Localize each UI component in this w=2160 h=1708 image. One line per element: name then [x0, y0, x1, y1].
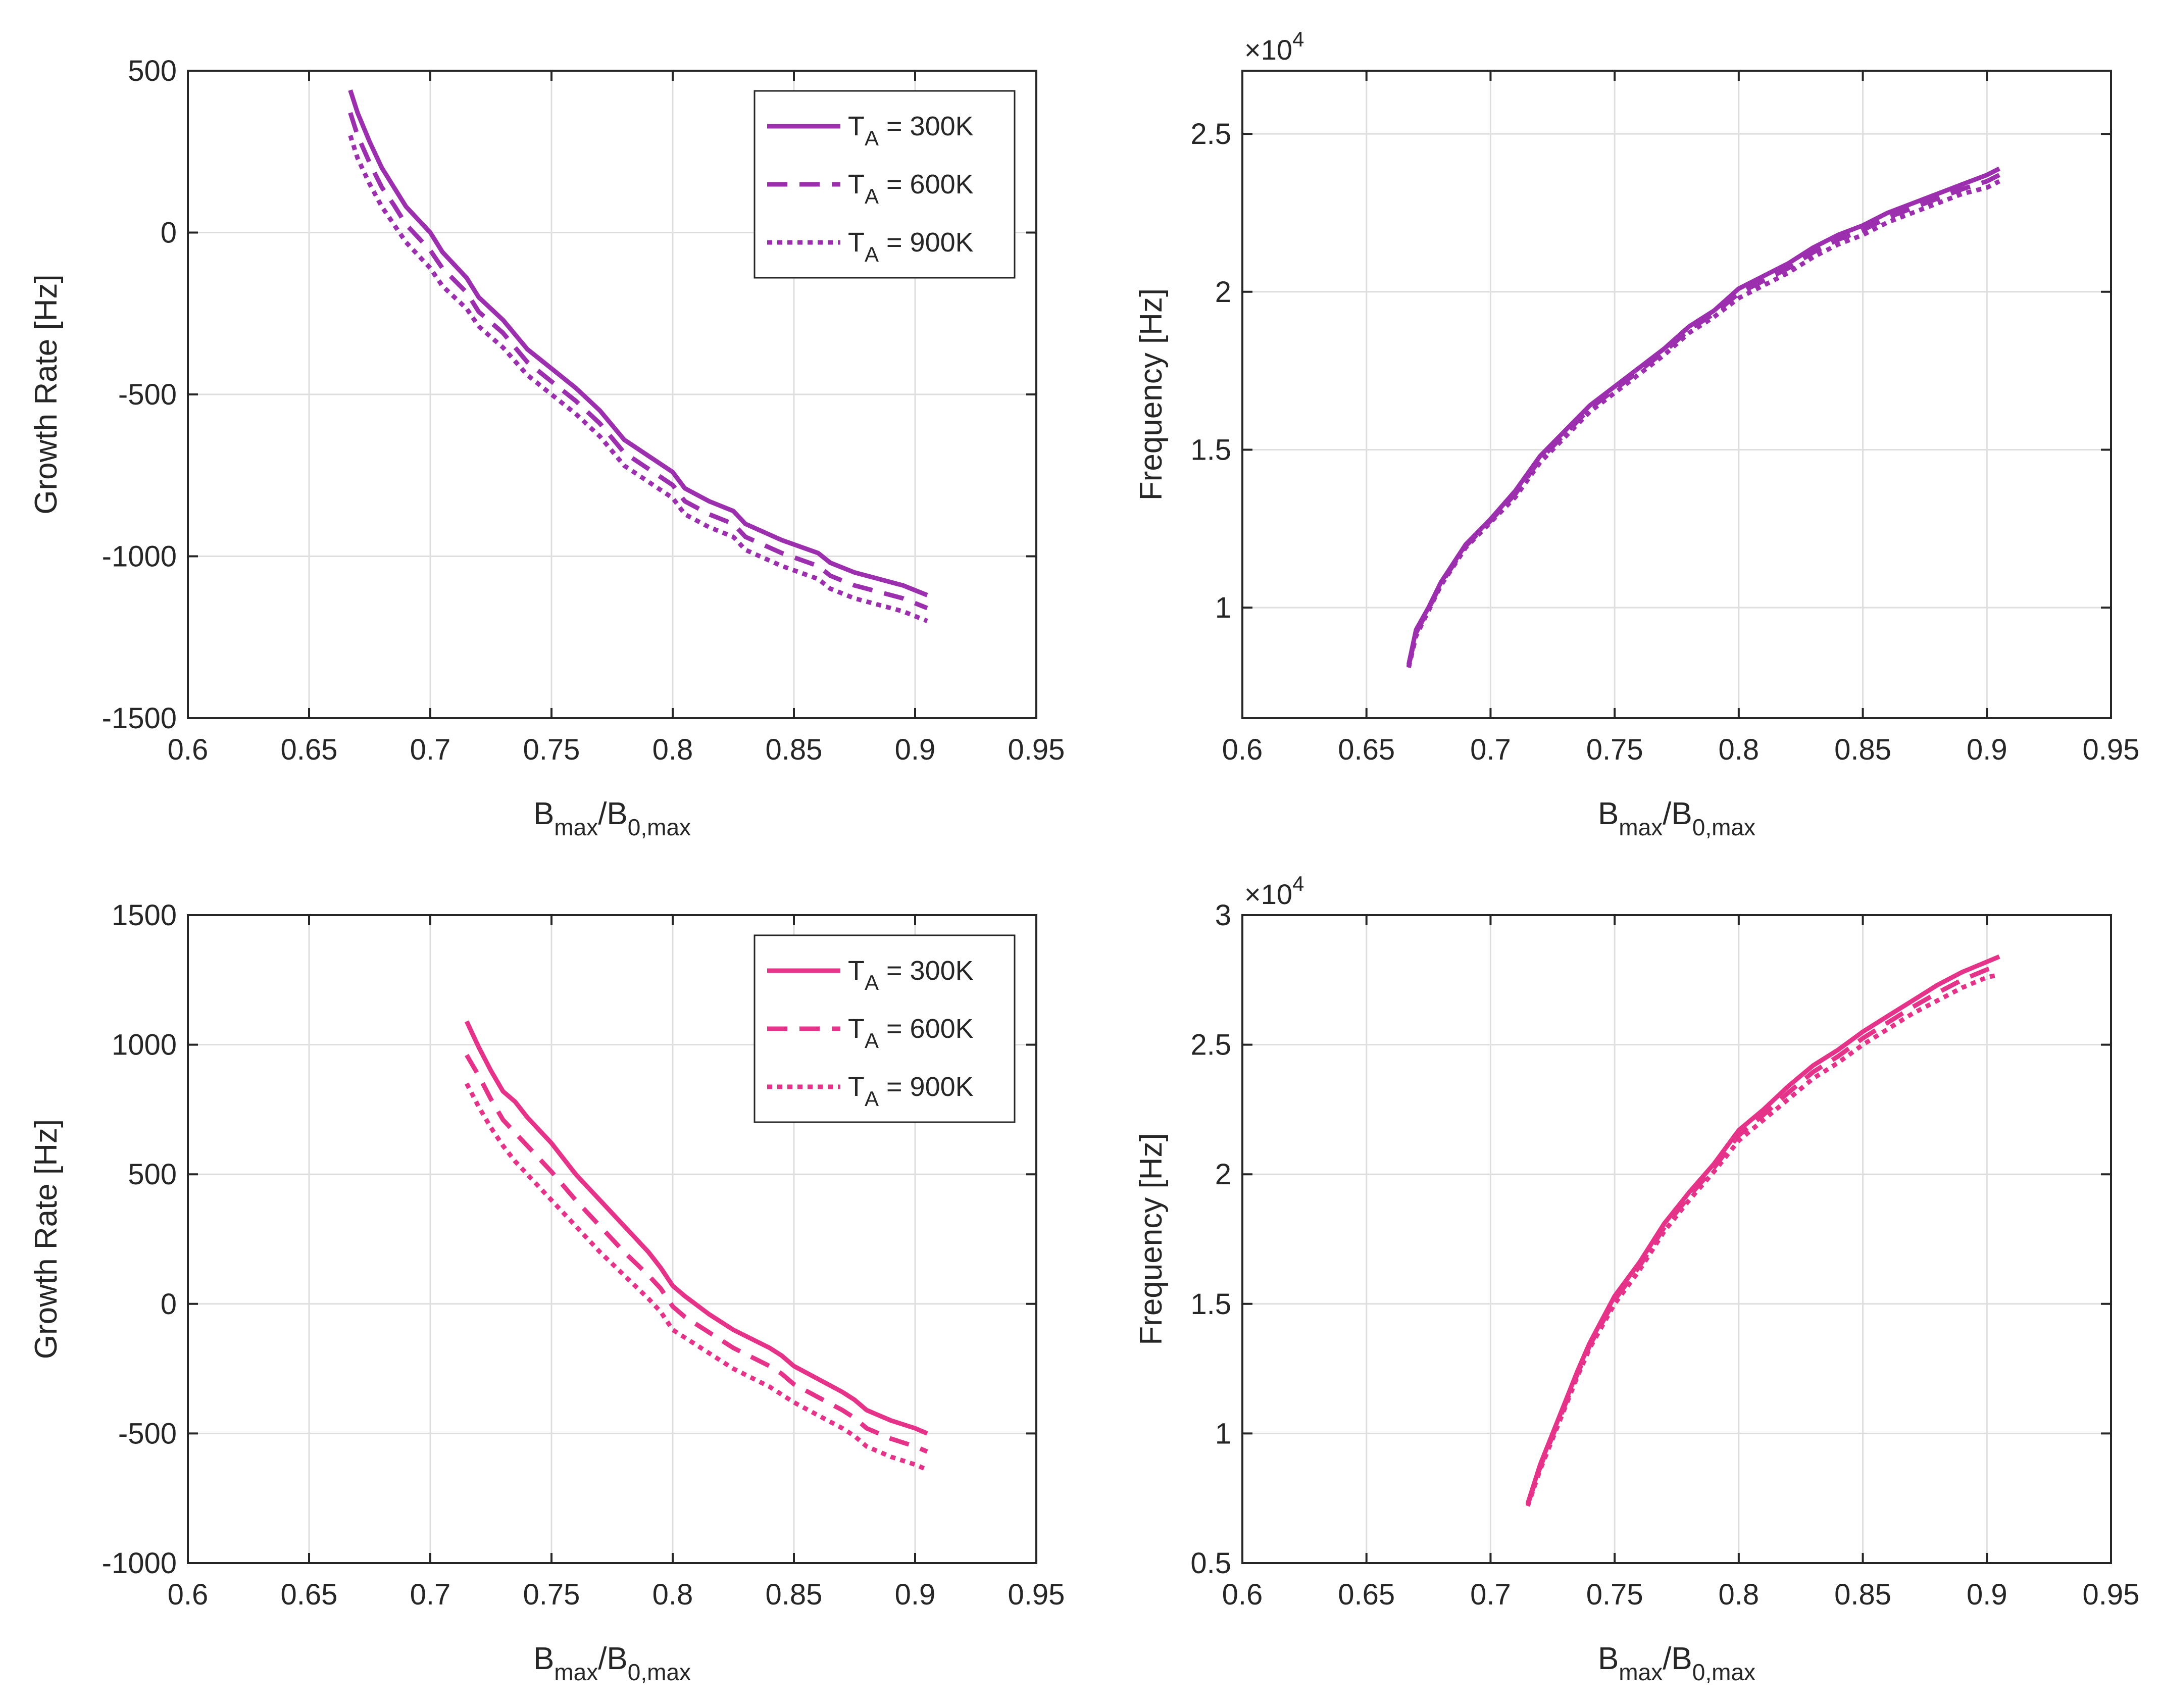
- y-tick-label: 3: [1215, 899, 1231, 932]
- legend: TA = 300K TA = 600K TA = 900K: [754, 90, 1016, 279]
- legend-label-3: TA = 900K: [848, 1072, 974, 1111]
- legend-box: [754, 90, 1016, 279]
- y-tick-label: 1.5: [1190, 433, 1231, 466]
- series-line-1: [348, 89, 928, 597]
- axes-box: [1241, 70, 2112, 719]
- x-tick-label: 0.85: [1834, 733, 1891, 766]
- legend-box: [754, 934, 1016, 1123]
- y-tick-label: 1.5: [1190, 1288, 1231, 1321]
- x-axis-label: Bmax/B0,max: [1598, 796, 1755, 840]
- x-tick-label: 0.7: [410, 1578, 451, 1611]
- legend-label-2: TA = 600K: [848, 1014, 974, 1052]
- series-line-1: [464, 1020, 928, 1436]
- x-tick-label: 0.95: [2083, 1578, 2140, 1611]
- x-tick-label: 0.6: [1222, 1578, 1263, 1611]
- x-axis-label: Bmax/B0,max: [533, 796, 691, 840]
- x-tick-label: 0.9: [895, 733, 936, 766]
- x-tick-label: 0.8: [652, 733, 693, 766]
- series-line-3: [465, 1082, 928, 1472]
- series-line-3: [1525, 972, 2000, 1507]
- x-tick-label: 0.75: [1586, 733, 1643, 766]
- series-line-2: [1406, 173, 2000, 667]
- x-tick-label: 0.75: [523, 733, 580, 766]
- x-axis-label: Bmax/B0,max: [533, 1641, 691, 1685]
- y-tick-label: 1500: [112, 899, 177, 932]
- x-tick-label: 0.75: [1586, 1578, 1643, 1611]
- series-line-3: [348, 134, 928, 623]
- legend: TA = 300K TA = 600K TA = 900K: [754, 934, 1016, 1123]
- x-tick-label: 0.65: [1338, 1578, 1395, 1611]
- y-scale-factor: ×104: [1244, 872, 1304, 910]
- y-tick-label: -1000: [102, 540, 177, 573]
- legend-label-1: TA = 300K: [848, 956, 974, 994]
- x-tick-label: 0.6: [1222, 733, 1263, 766]
- x-tick-label: 0.95: [1008, 733, 1065, 766]
- y-tick-label: 0: [161, 1288, 177, 1321]
- x-tick-label: 0.75: [523, 1578, 580, 1611]
- y-tick-label: 2.5: [1190, 118, 1231, 150]
- x-tick-label: 0.65: [281, 733, 338, 766]
- x-tick-label: 0.85: [766, 1578, 823, 1611]
- y-tick-label: 2.5: [1190, 1029, 1231, 1062]
- series-line-2: [348, 112, 928, 611]
- x-tick-label: 0.8: [652, 1578, 693, 1611]
- x-tick-label: 0.7: [410, 733, 451, 766]
- legend-label-3: TA = 900K: [848, 227, 974, 266]
- y-axis-label: Growth Rate [Hz]: [29, 274, 64, 514]
- panel-top-right: 0.6 0.65 0.7 0.75 0.8 0.85 0.9 0.95 1 1.5 2 2.5 Bmax…: [1134, 27, 2139, 840]
- series-line-3: [1406, 179, 2000, 668]
- x-axis-label: Bmax/B0,max: [1598, 1641, 1755, 1685]
- y-scale-factor: ×104: [1244, 27, 1304, 66]
- series-line-2: [1525, 963, 2000, 1505]
- axes-box: [1241, 914, 2112, 1564]
- x-tick-label: 0.85: [1834, 1578, 1891, 1611]
- y-tick-label: -500: [118, 378, 177, 411]
- x-tick-label: 0.95: [2083, 733, 2140, 766]
- panel-bottom-left: 0.6 0.65 0.7 0.75 0.8 0.85 0.9 0.95 -1000 -500 0 50…: [29, 899, 1065, 1685]
- x-tick-label: 0.6: [168, 1578, 209, 1611]
- y-tick-label: 2: [1215, 1158, 1231, 1191]
- x-tick-label: 0.65: [281, 1578, 338, 1611]
- y-tick-label: 1: [1215, 1417, 1231, 1450]
- y-axis-label: Growth Rate [Hz]: [29, 1119, 64, 1359]
- x-tick-label: 0.8: [1719, 1578, 1760, 1611]
- y-tick-label: -500: [118, 1417, 177, 1450]
- y-tick-label: -1500: [102, 702, 177, 735]
- legend-label-1: TA = 300K: [848, 111, 974, 150]
- y-tick-label: -1000: [102, 1547, 177, 1580]
- plot-area: [1242, 915, 2111, 1563]
- y-tick-label: 1: [1215, 591, 1231, 624]
- series-line-2: [465, 1053, 928, 1454]
- panel-top-left: 0.6 0.65 0.7 0.75 0.8 0.85 0.9 0.95 -1500 -1000 -5…: [29, 55, 1065, 840]
- x-tick-label: 0.95: [1008, 1578, 1065, 1611]
- x-tick-label: 0.7: [1470, 733, 1511, 766]
- y-tick-label: 1000: [112, 1029, 177, 1062]
- x-tick-label: 0.9: [895, 1578, 936, 1611]
- y-axis-label: Frequency [Hz]: [1134, 1133, 1169, 1345]
- y-tick-label: 500: [128, 55, 177, 87]
- y-tick-label: 0.5: [1190, 1547, 1231, 1580]
- y-axis-label: Frequency [Hz]: [1134, 288, 1169, 500]
- x-tick-label: 0.9: [1967, 1578, 2007, 1611]
- x-tick-label: 0.9: [1967, 733, 2007, 766]
- x-tick-label: 0.85: [766, 733, 823, 766]
- plot-area: [1242, 71, 2111, 718]
- x-tick-label: 0.65: [1338, 733, 1395, 766]
- x-tick-label: 0.7: [1470, 1578, 1511, 1611]
- y-tick-label: 500: [128, 1158, 177, 1191]
- y-tick-label: 2: [1215, 276, 1231, 309]
- x-tick-label: 0.8: [1719, 733, 1760, 766]
- y-tick-label: 0: [161, 217, 177, 249]
- legend-label-2: TA = 600K: [848, 169, 974, 208]
- panel-bottom-right: 0.6 0.65 0.7 0.75 0.8 0.85 0.9 0.95 0.5 1 1.5 2 2.5 3…: [1134, 872, 2139, 1685]
- x-tick-label: 0.6: [168, 733, 209, 766]
- axes-box: [187, 914, 1037, 1564]
